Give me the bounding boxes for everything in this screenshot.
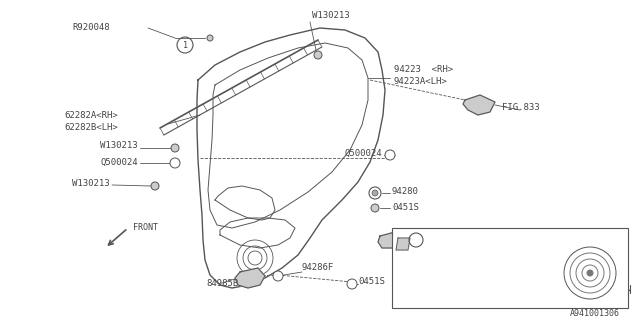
Circle shape bbox=[564, 247, 616, 299]
Text: W130213: W130213 bbox=[312, 11, 349, 20]
Text: W130213: W130213 bbox=[100, 141, 138, 150]
Circle shape bbox=[170, 158, 180, 168]
Text: FRONT: FRONT bbox=[133, 223, 158, 233]
Polygon shape bbox=[235, 268, 265, 288]
Text: necessary length.: necessary length. bbox=[398, 276, 483, 284]
Text: 0451S: 0451S bbox=[392, 203, 419, 212]
Circle shape bbox=[151, 182, 159, 190]
Text: 1: 1 bbox=[182, 41, 188, 50]
Circle shape bbox=[372, 190, 378, 196]
Circle shape bbox=[570, 253, 610, 293]
Text: 0451S: 0451S bbox=[358, 277, 385, 286]
Text: A941001306: A941001306 bbox=[570, 309, 620, 318]
Text: Please cut it according to: Please cut it according to bbox=[398, 263, 528, 273]
Text: 94280: 94280 bbox=[392, 188, 419, 196]
Text: FIG.607: FIG.607 bbox=[420, 231, 458, 241]
Text: 84985B: 84985B bbox=[206, 278, 238, 287]
Text: 94286F: 94286F bbox=[302, 263, 334, 273]
Text: R920048: R920048 bbox=[72, 23, 109, 33]
Circle shape bbox=[273, 271, 283, 281]
Text: FIG.833: FIG.833 bbox=[502, 103, 540, 113]
Text: 62282B<LH>: 62282B<LH> bbox=[64, 124, 118, 132]
Polygon shape bbox=[396, 238, 410, 250]
Text: Length of the 94499 is 25m.: Length of the 94499 is 25m. bbox=[398, 252, 533, 260]
Text: W130213: W130213 bbox=[72, 180, 110, 188]
Circle shape bbox=[582, 265, 598, 281]
Circle shape bbox=[385, 150, 395, 160]
Text: 62282A<RH>: 62282A<RH> bbox=[64, 111, 118, 121]
Circle shape bbox=[576, 259, 604, 287]
Circle shape bbox=[347, 279, 357, 289]
Circle shape bbox=[371, 204, 379, 212]
Text: 94499: 94499 bbox=[426, 236, 453, 244]
Text: 94223  <RH>: 94223 <RH> bbox=[394, 66, 453, 75]
Polygon shape bbox=[378, 232, 400, 248]
Circle shape bbox=[207, 35, 213, 41]
Polygon shape bbox=[463, 95, 495, 115]
Text: 94223A<LH>: 94223A<LH> bbox=[394, 77, 448, 86]
Text: Q500024: Q500024 bbox=[100, 157, 138, 166]
Circle shape bbox=[171, 144, 179, 152]
Text: 1: 1 bbox=[413, 236, 419, 244]
Bar bbox=[392, 228, 628, 308]
Circle shape bbox=[314, 51, 322, 59]
Circle shape bbox=[587, 270, 593, 276]
Circle shape bbox=[369, 187, 381, 199]
Text: Q500024: Q500024 bbox=[344, 148, 382, 157]
